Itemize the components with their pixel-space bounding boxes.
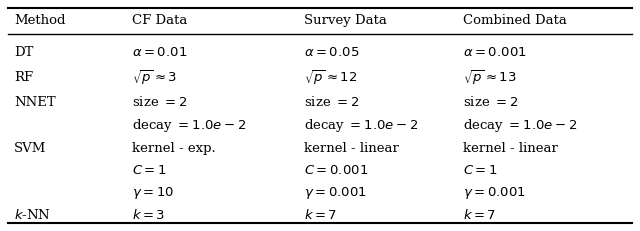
Text: $k$-NN: $k$-NN: [14, 208, 51, 222]
Text: $\gamma = 0.001$: $\gamma = 0.001$: [463, 185, 526, 201]
Text: $\alpha = 0.001$: $\alpha = 0.001$: [463, 46, 527, 59]
Text: $\sqrt{p}\approx 3$: $\sqrt{p}\approx 3$: [132, 68, 177, 87]
Text: $k = 7$: $k = 7$: [304, 208, 337, 222]
Text: decay $= 1.0e - 2$: decay $= 1.0e - 2$: [463, 117, 577, 134]
Text: NNET: NNET: [14, 96, 56, 109]
Text: $\sqrt{p}\approx 12$: $\sqrt{p}\approx 12$: [304, 68, 358, 87]
Text: Combined Data: Combined Data: [463, 14, 567, 27]
Text: $\sqrt{p}\approx 13$: $\sqrt{p}\approx 13$: [463, 68, 517, 87]
Text: CF Data: CF Data: [132, 14, 188, 27]
Text: size $= 2$: size $= 2$: [304, 95, 360, 109]
Text: kernel - exp.: kernel - exp.: [132, 142, 216, 155]
Text: SVM: SVM: [14, 142, 47, 155]
Text: decay $= 1.0e - 2$: decay $= 1.0e - 2$: [304, 117, 419, 134]
Text: RF: RF: [14, 71, 33, 84]
Text: $k = 3$: $k = 3$: [132, 208, 165, 222]
Text: kernel - linear: kernel - linear: [304, 142, 399, 155]
Text: $C = 1$: $C = 1$: [132, 164, 167, 177]
Text: $\alpha = 0.01$: $\alpha = 0.01$: [132, 46, 188, 59]
Text: $C{=}1$: $C{=}1$: [463, 164, 498, 177]
Text: size $= 2$: size $= 2$: [132, 95, 188, 109]
Text: $C{=}0.001$: $C{=}0.001$: [304, 164, 369, 177]
Text: kernel - linear: kernel - linear: [463, 142, 558, 155]
Text: $\alpha = 0.05$: $\alpha = 0.05$: [304, 46, 360, 59]
Text: DT: DT: [14, 46, 33, 59]
Text: $k = 7$: $k = 7$: [463, 208, 497, 222]
Text: $\gamma = 0.001$: $\gamma = 0.001$: [304, 185, 367, 201]
Text: size $= 2$: size $= 2$: [463, 95, 519, 109]
Text: $\gamma = 10$: $\gamma = 10$: [132, 185, 174, 201]
Text: decay $= 1.0e - 2$: decay $= 1.0e - 2$: [132, 117, 246, 134]
Text: Method: Method: [14, 14, 66, 27]
Text: Survey Data: Survey Data: [304, 14, 387, 27]
